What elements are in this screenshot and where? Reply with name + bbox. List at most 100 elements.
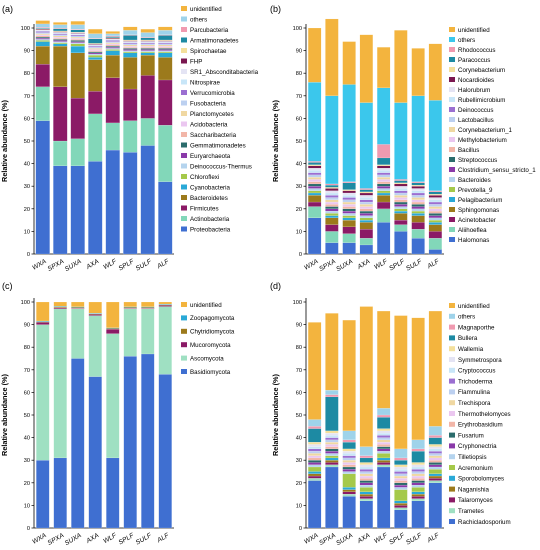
bar-segment (342, 439, 356, 443)
legend-label: Wallemia (458, 346, 484, 353)
legend-swatch (449, 47, 455, 52)
bar-segment (377, 442, 391, 445)
bar-segment (35, 27, 50, 29)
bar-segment (123, 152, 138, 255)
legend-swatch (449, 378, 455, 384)
bar-segment (70, 39, 85, 41)
bar-segment (377, 208, 391, 223)
bar-segment (377, 457, 391, 461)
bar-segment (71, 306, 85, 308)
legend-label: Deinococcus (458, 107, 493, 114)
bar-segment (105, 41, 120, 43)
bar-segment (359, 222, 373, 230)
bar-segment (359, 204, 373, 207)
bar-segment (342, 190, 356, 194)
bar-segment (359, 215, 373, 218)
x-tick-label: WXA (303, 258, 320, 272)
bar-segment (359, 191, 373, 194)
bar-segment (325, 206, 339, 209)
bar-segment (394, 480, 408, 483)
bar-segment (88, 43, 103, 45)
bar-segment (308, 426, 322, 429)
bar-segment (105, 48, 120, 50)
x-tick-label: ALF (155, 532, 171, 545)
y-axis-label: Relative abundance (%) (0, 99, 9, 181)
bar-segment (123, 41, 138, 43)
bar-segment (377, 453, 391, 459)
legend-label: unidentified (458, 27, 490, 34)
bar-segment (394, 484, 408, 488)
bar-segment (308, 455, 322, 459)
bar-segment (140, 52, 155, 56)
legend-swatch (449, 313, 455, 319)
bar-segment (70, 97, 85, 139)
bar-segment (342, 208, 356, 212)
bar-segment (377, 437, 391, 440)
bar-segment (394, 509, 408, 529)
bar-segment (308, 82, 322, 162)
bar-segment (394, 199, 408, 203)
bar-segment (411, 487, 425, 492)
legend-swatch (449, 37, 455, 42)
bar-segment (428, 310, 442, 427)
bar-segment (428, 435, 442, 438)
legend-label: Acinetobacter (458, 217, 496, 224)
legend-swatch (181, 37, 187, 43)
legend-swatch (181, 69, 187, 74)
legend-swatch (449, 97, 455, 102)
bar-segment (123, 40, 138, 42)
bar-segment (158, 79, 173, 126)
bar-segment (158, 43, 173, 46)
bar-segment (342, 466, 356, 470)
bar-segment (428, 206, 442, 209)
bar-segment (359, 199, 373, 203)
bar-segment (359, 306, 373, 447)
bar-segment (325, 201, 339, 205)
legend-swatch (181, 302, 187, 307)
legend-swatch (449, 107, 455, 112)
legend-label: Methylobacterium (458, 137, 507, 144)
bar-segment (359, 469, 373, 472)
bar-segment (377, 448, 391, 452)
bar-segment (428, 238, 442, 250)
bar-segment (53, 301, 67, 307)
bar-segment (377, 433, 391, 436)
bar-segment (70, 40, 85, 42)
legend-swatch (181, 174, 187, 179)
bar-segment (105, 36, 120, 38)
legend-swatch (449, 411, 455, 416)
bar-segment (359, 206, 373, 209)
bar-segment (105, 31, 120, 34)
bar-segment (359, 491, 373, 495)
bar-segment (411, 238, 425, 255)
bar-segment (394, 208, 408, 212)
bar-segment (308, 174, 322, 178)
bar-segment (35, 38, 50, 40)
legend-label: Planctomycetes (190, 111, 234, 118)
bar-segment (88, 161, 103, 255)
legend-swatch (449, 167, 455, 172)
bar-segment (394, 231, 408, 255)
bar-segment (411, 471, 425, 474)
bar-segment (342, 41, 356, 85)
bar-segment (325, 195, 339, 198)
bar-segment (308, 27, 322, 83)
bar-segment (308, 453, 322, 456)
y-tick-label: 10 (24, 503, 30, 509)
legend-swatch (181, 6, 187, 11)
bar-segment (123, 88, 138, 121)
legend-label: Talaromyces (458, 497, 493, 504)
bar-segment (140, 51, 155, 53)
bar-segment (428, 473, 442, 477)
bar-segment (394, 102, 408, 180)
bar-segment (158, 125, 173, 182)
x-tick-label: WXA (31, 532, 48, 546)
bar-segment (35, 33, 50, 35)
y-tick-label: 60 (24, 116, 30, 122)
legend-label: others (190, 16, 207, 23)
bar-segment (359, 471, 373, 474)
bar-segment (158, 41, 173, 43)
legend-swatch (449, 486, 455, 492)
bar-segment (308, 473, 322, 477)
legend-label: Cyanobacteria (190, 184, 230, 191)
